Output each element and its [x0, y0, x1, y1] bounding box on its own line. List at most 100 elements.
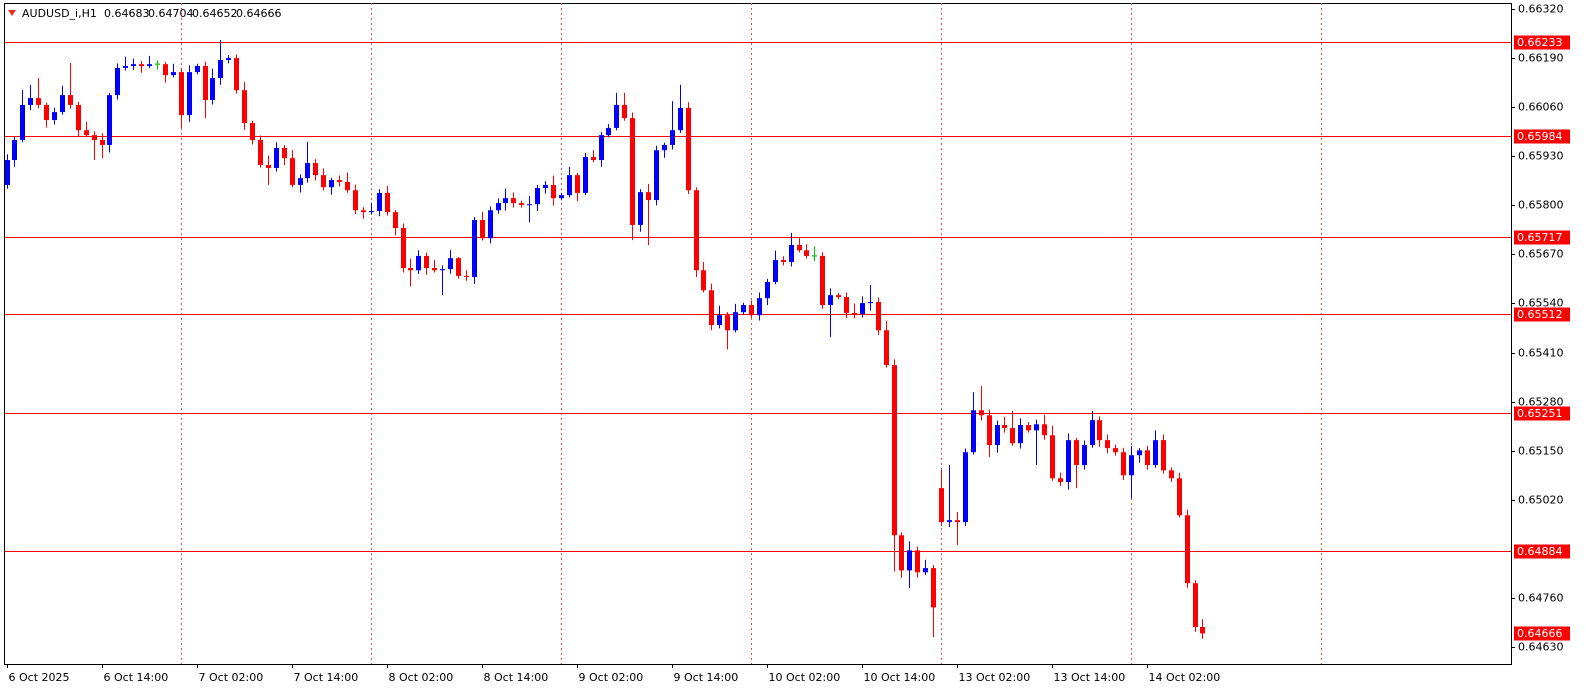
candle-body: [1066, 440, 1071, 483]
candle-body: [638, 192, 643, 225]
candle-body: [305, 163, 310, 179]
candle-body: [907, 550, 912, 571]
candle-body: [1169, 470, 1174, 479]
x-tick-label: 13 Oct 02:00: [959, 671, 1031, 684]
y-tick-label: 0.66190: [1518, 52, 1564, 65]
candle-body: [195, 66, 200, 73]
candle-body: [804, 250, 809, 256]
candle-body: [44, 104, 49, 121]
candle-body: [543, 184, 548, 188]
candle-body: [424, 255, 429, 269]
candle-body: [1177, 478, 1182, 516]
candle-body: [440, 269, 445, 271]
candle-body: [226, 58, 231, 61]
x-tick-label: 9 Oct 14:00: [674, 671, 739, 684]
candle-body: [1074, 440, 1079, 466]
price-label: 0.64666: [1517, 627, 1563, 640]
y-tick-label: 0.65540: [1518, 297, 1564, 310]
candle-body: [100, 140, 105, 145]
candle-body: [1097, 420, 1102, 441]
candle-body: [694, 190, 699, 271]
candle-body: [963, 452, 968, 523]
candle-body: [432, 268, 437, 271]
candle-body: [131, 64, 136, 67]
candle-body: [892, 365, 897, 536]
candle-body: [115, 67, 120, 96]
candle-body: [1002, 425, 1007, 429]
candle-body: [298, 178, 303, 185]
candle-body: [654, 150, 659, 201]
y-tick-label: 0.65800: [1518, 199, 1564, 212]
candle-body: [258, 140, 263, 165]
ohlc-open: 0.64683: [104, 7, 150, 20]
candle-body: [68, 95, 73, 105]
y-tick-label: 0.65150: [1518, 445, 1564, 458]
candle-body: [733, 312, 738, 331]
x-tick-label: 6 Oct 14:00: [104, 671, 169, 684]
x-tick-label: 10 Oct 14:00: [864, 671, 936, 684]
candle-body: [472, 220, 477, 278]
candle-body: [773, 260, 778, 282]
candle-body: [496, 203, 501, 211]
x-tick-label: 8 Oct 02:00: [389, 671, 454, 684]
candle-body: [765, 281, 770, 299]
candle-body: [107, 95, 112, 145]
candle-body: [385, 192, 390, 213]
price-label-box: [1514, 626, 1570, 641]
candle-body: [527, 204, 532, 206]
candle-body: [591, 157, 596, 161]
candle-body: [464, 275, 469, 278]
ohlc-high: 0.64704: [148, 7, 194, 20]
candle-body: [329, 180, 334, 188]
candle-body: [60, 95, 65, 113]
candle-body: [218, 60, 223, 79]
candle-body: [725, 315, 730, 331]
candle-body: [836, 295, 841, 298]
x-tick-label: 10 Oct 02:00: [769, 671, 841, 684]
y-tick-label: 0.66060: [1518, 101, 1564, 114]
candle-body: [852, 312, 857, 315]
candle-body: [266, 164, 271, 168]
candle-body: [1050, 435, 1055, 479]
candle-body: [1161, 440, 1166, 471]
candle-body: [488, 210, 493, 239]
candle-body: [377, 192, 382, 212]
candle-body: [971, 410, 976, 453]
chart-title: AUDUSD_i,H1: [22, 7, 97, 20]
candle-body: [1082, 445, 1087, 466]
candle-body: [955, 520, 960, 523]
candle-body: [789, 244, 794, 262]
candle-body: [274, 147, 279, 168]
candle-body: [84, 130, 89, 136]
candle-body: [559, 195, 564, 199]
candle-body: [1185, 515, 1190, 584]
candle-body: [179, 72, 184, 116]
candle-body: [408, 268, 413, 271]
candle-body: [1058, 478, 1063, 483]
candle-body: [757, 298, 762, 316]
candle-body: [686, 107, 691, 191]
collapse-icon: [8, 10, 16, 16]
candle-body: [187, 72, 192, 116]
x-tick-label: 7 Oct 14:00: [294, 671, 359, 684]
candle-body: [1129, 455, 1134, 476]
candle-body: [797, 244, 802, 251]
candle-body: [717, 315, 722, 326]
level-label-box: [1514, 307, 1570, 322]
candle-body: [1042, 424, 1047, 436]
candle-body: [1113, 448, 1118, 453]
candle-body: [551, 184, 556, 199]
candle-body: [448, 258, 453, 270]
level-label: 0.65717: [1517, 231, 1563, 244]
candle-body: [622, 104, 627, 119]
candle-body: [337, 180, 342, 182]
y-tick-label: 0.65410: [1518, 347, 1564, 360]
candle-body: [519, 203, 524, 205]
candle-body: [923, 568, 928, 573]
candle-body: [171, 72, 176, 76]
candle-body: [28, 98, 33, 105]
candle-body: [147, 64, 152, 67]
candle-body: [701, 270, 706, 291]
level-label-box: [1514, 406, 1570, 421]
